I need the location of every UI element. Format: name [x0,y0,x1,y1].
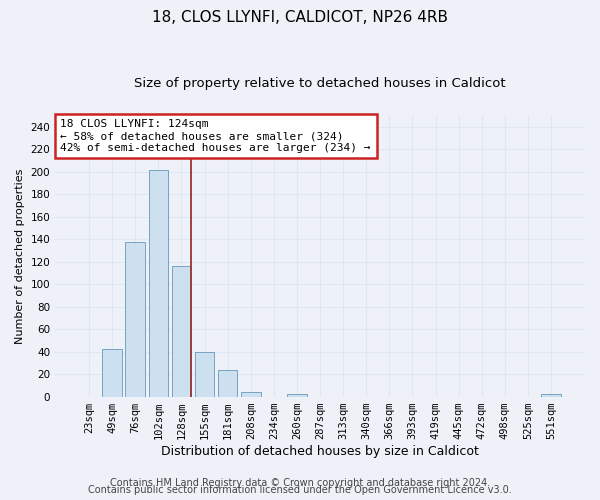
Text: 18 CLOS LLYNFI: 124sqm
← 58% of detached houses are smaller (324)
42% of semi-de: 18 CLOS LLYNFI: 124sqm ← 58% of detached… [61,120,371,152]
Bar [218,370,238,396]
Bar [172,266,191,396]
Bar [287,394,307,396]
Bar [541,394,561,396]
Text: Contains public sector information licensed under the Open Government Licence v3: Contains public sector information licen… [88,485,512,495]
Text: Contains HM Land Registry data © Crown copyright and database right 2024.: Contains HM Land Registry data © Crown c… [110,478,490,488]
Y-axis label: Number of detached properties: Number of detached properties [15,168,25,344]
Text: 18, CLOS LLYNFI, CALDICOT, NP26 4RB: 18, CLOS LLYNFI, CALDICOT, NP26 4RB [152,10,448,25]
Bar [103,350,122,397]
Title: Size of property relative to detached houses in Caldicot: Size of property relative to detached ho… [134,78,506,90]
Bar [195,352,214,397]
X-axis label: Distribution of detached houses by size in Caldicot: Distribution of detached houses by size … [161,444,479,458]
Bar [149,170,168,396]
Bar [125,242,145,396]
Bar [241,392,260,396]
